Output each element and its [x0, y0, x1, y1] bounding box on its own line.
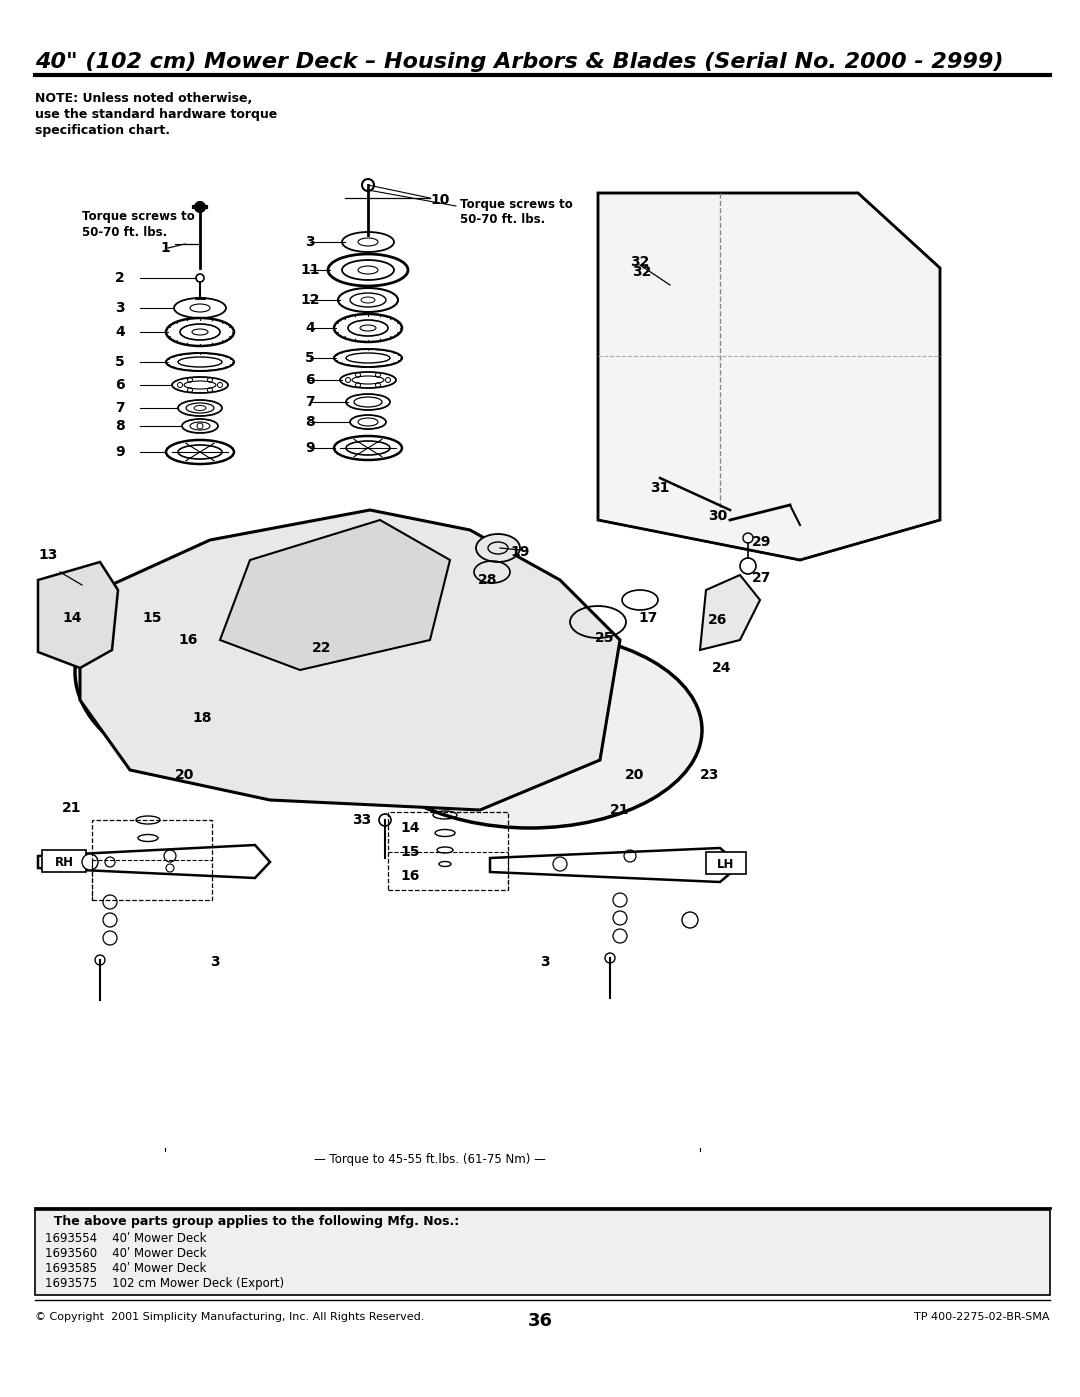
Text: 7: 7	[306, 395, 314, 409]
Text: 7: 7	[116, 401, 125, 415]
Text: The above parts group applies to the following Mfg. Nos.:: The above parts group applies to the fol…	[45, 1215, 459, 1228]
Text: 26: 26	[708, 613, 728, 627]
Text: 30: 30	[708, 509, 728, 522]
Text: 50-70 ft. lbs.: 50-70 ft. lbs.	[460, 212, 545, 226]
Bar	[388, 812, 508, 890]
Text: 1693554    40ʹ Mower Deck: 1693554 40ʹ Mower Deck	[45, 1232, 206, 1245]
Text: 6: 6	[116, 379, 125, 393]
Text: 16: 16	[401, 869, 420, 883]
Polygon shape	[38, 562, 118, 668]
Circle shape	[195, 203, 205, 212]
Text: 31: 31	[650, 481, 670, 495]
Text: 25: 25	[595, 631, 615, 645]
Text: 5: 5	[306, 351, 315, 365]
Bar	[706, 852, 746, 875]
Text: Torque screws to: Torque screws to	[82, 210, 194, 224]
Text: 36: 36	[527, 1312, 553, 1330]
Text: 5: 5	[116, 355, 125, 369]
Circle shape	[82, 854, 98, 870]
Text: 23: 23	[700, 768, 719, 782]
Text: 8: 8	[306, 415, 315, 429]
Polygon shape	[700, 576, 760, 650]
Text: 12: 12	[300, 293, 320, 307]
Text: 9: 9	[306, 441, 314, 455]
Text: 3: 3	[306, 235, 314, 249]
Text: 29: 29	[753, 535, 772, 549]
Text: 15: 15	[401, 845, 420, 859]
Text: 21: 21	[63, 800, 82, 814]
Text: 4: 4	[306, 321, 315, 335]
Text: 19: 19	[511, 545, 529, 559]
Text: 1: 1	[160, 242, 170, 256]
Bar	[35, 1210, 1050, 1295]
Text: 13: 13	[38, 548, 57, 562]
Bar	[42, 849, 86, 872]
Text: 3: 3	[211, 956, 220, 970]
Text: 4: 4	[116, 326, 125, 339]
Text: 15: 15	[143, 610, 162, 624]
Ellipse shape	[205, 626, 365, 718]
Circle shape	[553, 856, 567, 870]
Text: 3: 3	[116, 300, 125, 314]
Polygon shape	[80, 510, 620, 810]
Text: 14: 14	[401, 821, 420, 835]
Polygon shape	[38, 845, 270, 877]
Ellipse shape	[75, 552, 495, 792]
Text: 27: 27	[753, 571, 772, 585]
Text: 28: 28	[478, 573, 498, 587]
Text: 14: 14	[63, 610, 82, 624]
Text: 3: 3	[540, 956, 550, 970]
Text: 17: 17	[638, 610, 658, 624]
Text: LH: LH	[717, 858, 734, 870]
Text: 10: 10	[430, 193, 449, 207]
Polygon shape	[598, 193, 940, 560]
Text: 24: 24	[712, 661, 732, 675]
Text: 1693560    40ʹ Mower Deck: 1693560 40ʹ Mower Deck	[45, 1248, 206, 1260]
Text: 21: 21	[610, 803, 630, 817]
Text: RH: RH	[54, 856, 73, 869]
Text: 32: 32	[631, 256, 650, 270]
Text: 50-70 ft. lbs.: 50-70 ft. lbs.	[82, 226, 167, 239]
Text: specification chart.: specification chart.	[35, 124, 170, 137]
Text: 33: 33	[352, 813, 372, 827]
Text: NOTE: Unless noted otherwise,: NOTE: Unless noted otherwise,	[35, 92, 253, 105]
Polygon shape	[490, 848, 740, 882]
Text: TP 400-2275-02-BR-SMA: TP 400-2275-02-BR-SMA	[915, 1312, 1050, 1322]
Text: 9: 9	[116, 446, 125, 460]
Text: 32: 32	[632, 265, 651, 279]
Text: — Torque to 45-55 ft.lbs. (61-75 Nm) —: — Torque to 45-55 ft.lbs. (61-75 Nm) —	[314, 1153, 545, 1166]
Text: 1693575    102 cm Mower Deck (Export): 1693575 102 cm Mower Deck (Export)	[45, 1277, 284, 1289]
Ellipse shape	[476, 534, 519, 562]
Text: use the standard hardware torque: use the standard hardware torque	[35, 108, 278, 122]
Ellipse shape	[468, 694, 592, 766]
Text: 20: 20	[625, 768, 645, 782]
Text: 20: 20	[175, 768, 194, 782]
Text: 1693585    40ʹ Mower Deck: 1693585 40ʹ Mower Deck	[45, 1261, 206, 1275]
Polygon shape	[220, 520, 450, 671]
Text: 22: 22	[312, 641, 332, 655]
Text: 40" (102 cm) Mower Deck – Housing Arbors & Blades (Serial No. 2000 - 2999): 40" (102 cm) Mower Deck – Housing Arbors…	[35, 52, 1003, 73]
Text: 16: 16	[178, 633, 198, 647]
Text: 6: 6	[306, 373, 314, 387]
Text: 2: 2	[116, 271, 125, 285]
Text: Torque screws to: Torque screws to	[460, 198, 572, 211]
Bar	[92, 820, 212, 900]
Text: 18: 18	[192, 711, 212, 725]
Text: © Copyright  2001 Simplicity Manufacturing, Inc. All Rights Reserved.: © Copyright 2001 Simplicity Manufacturin…	[35, 1312, 424, 1322]
Ellipse shape	[357, 631, 702, 828]
Text: 11: 11	[300, 263, 320, 277]
Text: 8: 8	[116, 419, 125, 433]
